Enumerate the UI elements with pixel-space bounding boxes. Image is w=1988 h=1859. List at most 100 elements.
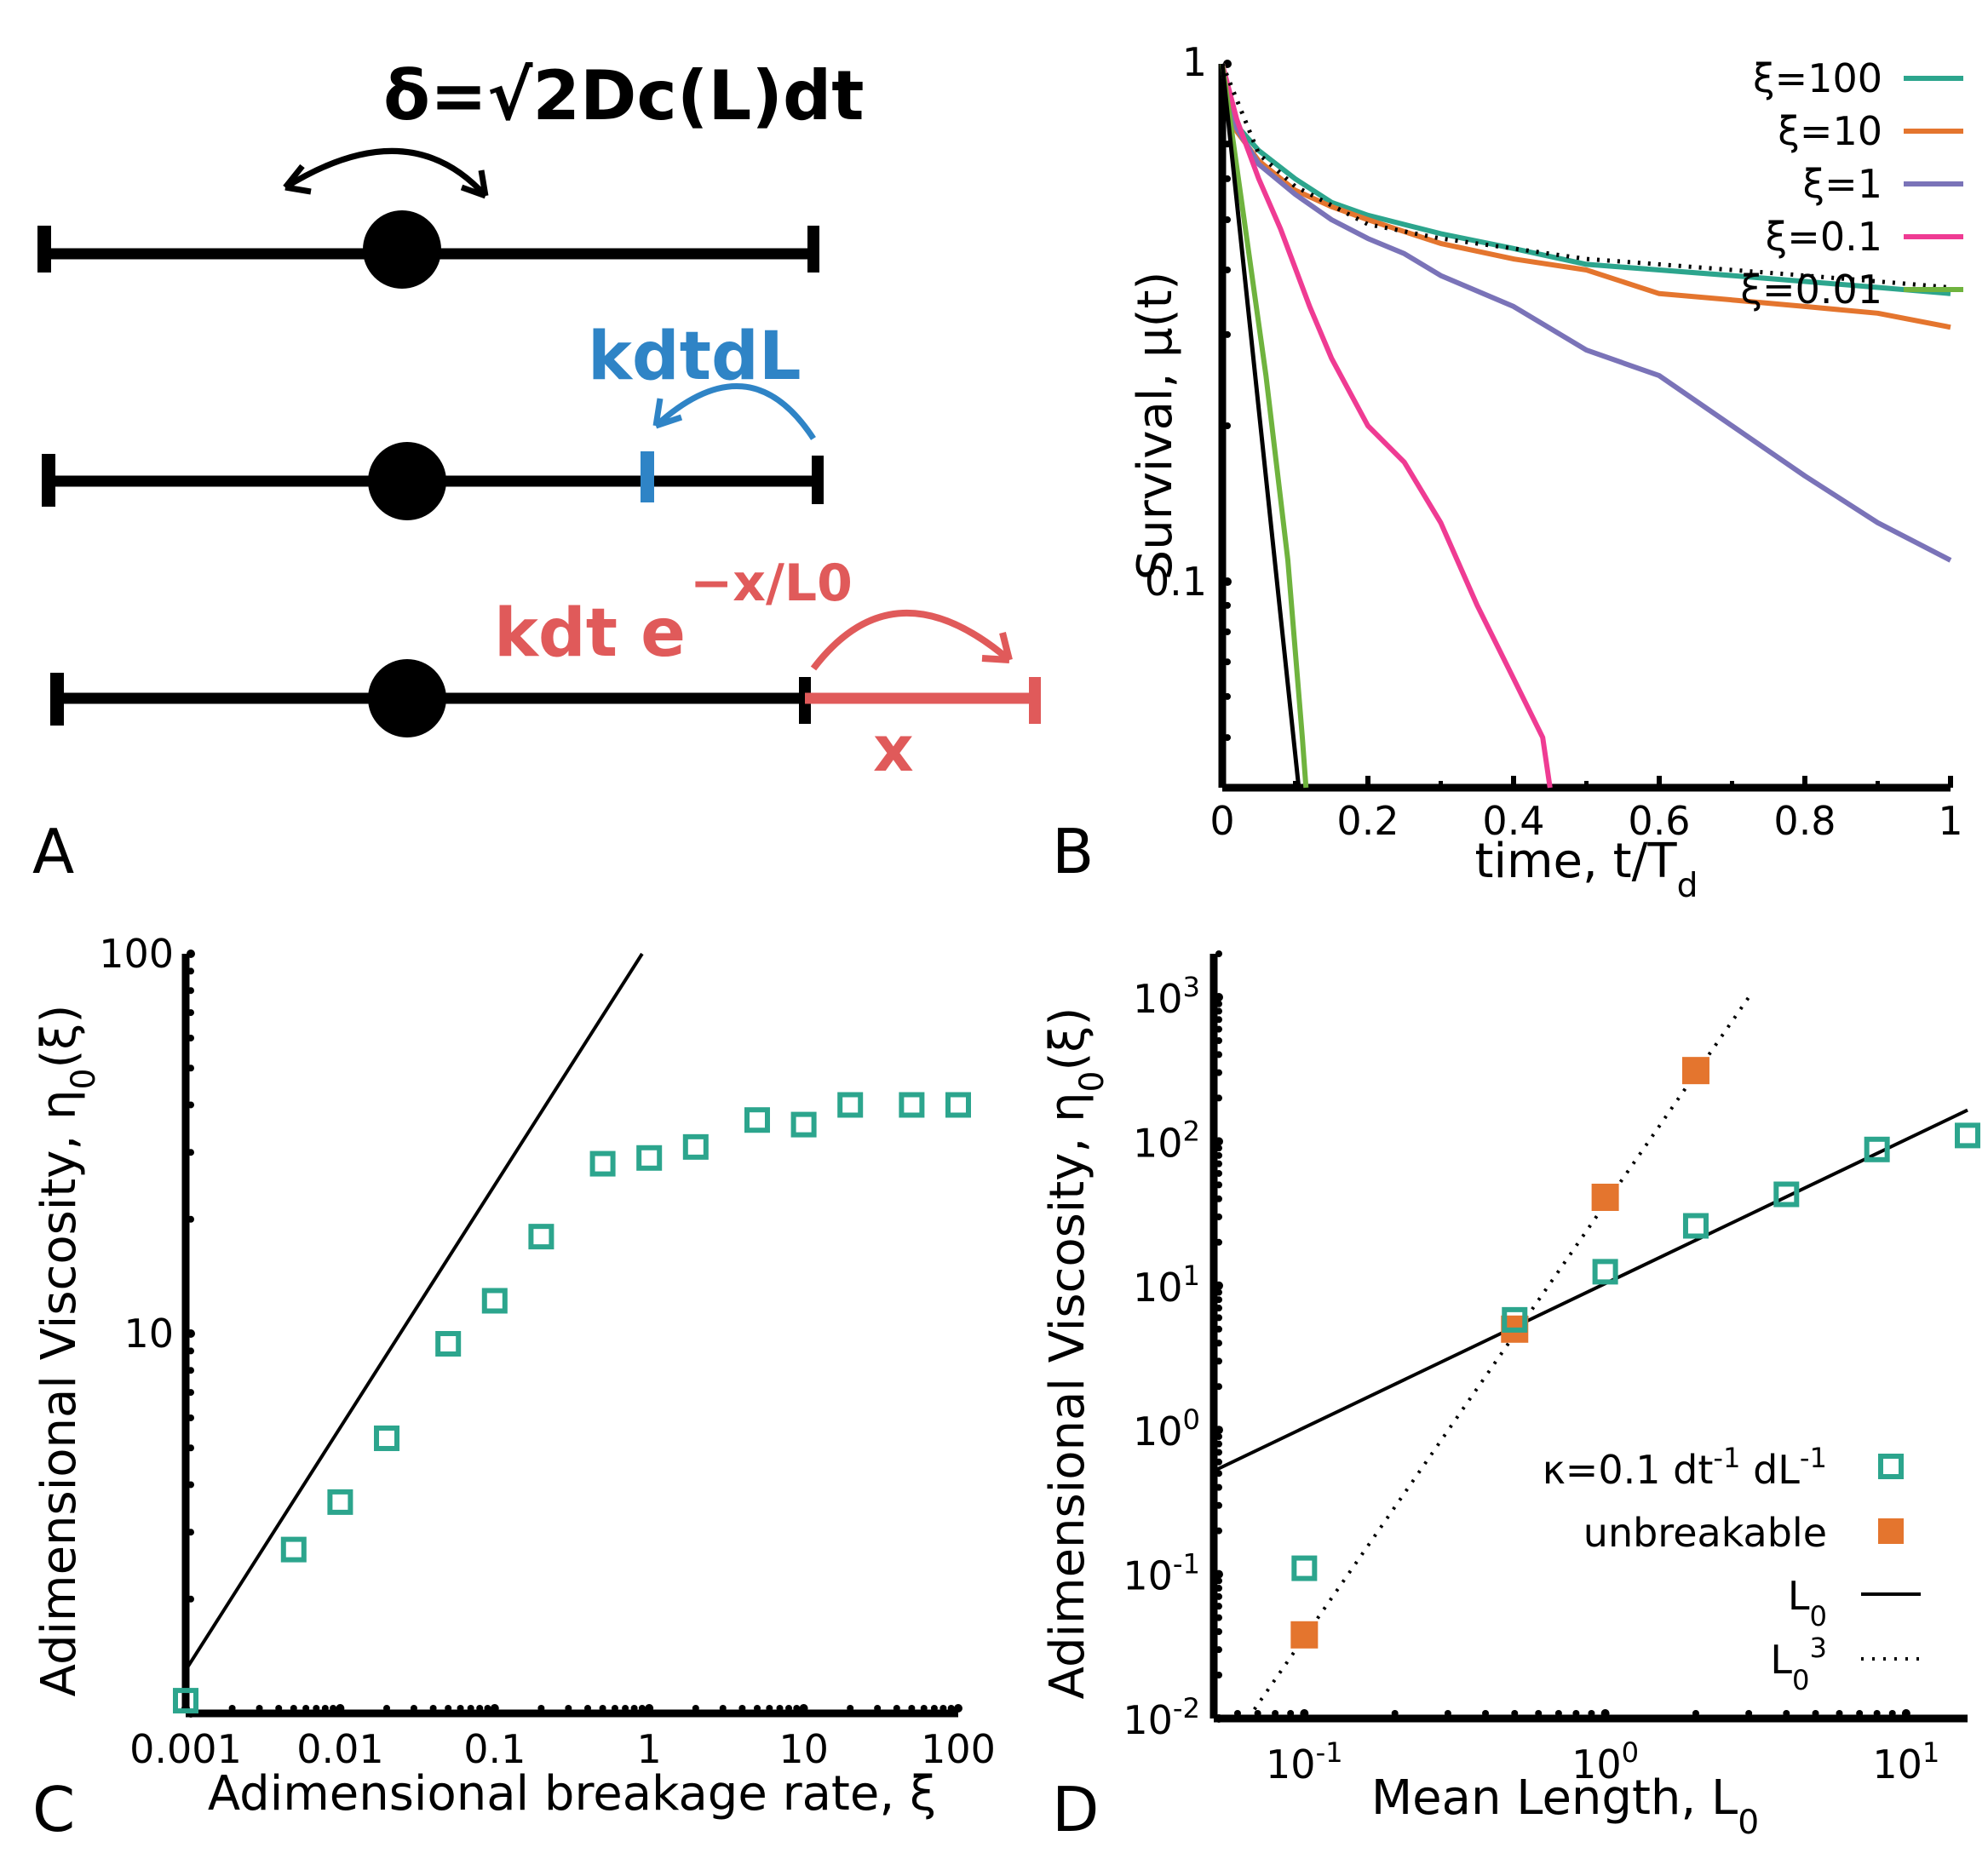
c-x-tick-label: 0.01 — [296, 1726, 383, 1772]
d-x-minor-tick — [1901, 1709, 1910, 1718]
d-x-tick-label: 101 — [1872, 1736, 1939, 1787]
c-data-point — [481, 1288, 508, 1314]
panel-b-chart: 0 0.2 0.4 0.6 0.8 1 1 0.1 ξ=100 ξ=10 ξ=1 ξ=0.1 ξ=0.0… — [1128, 39, 1963, 905]
d-y-minor-tick — [1215, 1036, 1222, 1044]
c-x-tick-label: 100 — [921, 1726, 996, 1772]
c-data-point — [528, 1224, 554, 1250]
d-data-point-breakable — [1682, 1213, 1709, 1239]
jump-arrowhead-icon — [981, 632, 1013, 663]
b-series-line-4 — [1220, 63, 1309, 789]
d-x-minor-tick — [1745, 1710, 1753, 1717]
c-data-point — [636, 1145, 663, 1171]
c-x-minor-tick — [321, 1705, 329, 1712]
b-series-line-2 — [1220, 63, 1952, 563]
d-data-point-breakable — [1864, 1136, 1890, 1162]
d-y-tick-label: 10-1 — [1123, 1548, 1200, 1599]
d-y-minor-tick — [1215, 1151, 1222, 1159]
d-x-minor-tick — [1836, 1710, 1843, 1717]
c-y-minor-tick — [187, 1215, 194, 1223]
b-y-minor-tick — [1224, 784, 1231, 791]
d-x-minor-tick — [1888, 1710, 1896, 1717]
c-x-tick-label: 0.1 — [463, 1726, 526, 1772]
d-y-minor-tick — [1215, 1051, 1222, 1059]
c-x-minor-tick — [766, 1705, 773, 1712]
c-y-axis-label: Adimensional Viscosity, η0(ξ) — [32, 1005, 103, 1697]
d-y-minor-tick — [1215, 1672, 1222, 1679]
d-x-minor-tick — [1572, 1710, 1580, 1717]
d-x-minor-tick — [1444, 1710, 1451, 1717]
c-x-minor-tick — [445, 1705, 452, 1712]
b-x-tick-label: 0.4 — [1482, 798, 1544, 844]
d-data-point-breakable — [1955, 1122, 1980, 1149]
d-y-minor-tick — [1215, 950, 1222, 957]
d-legend-label: unbreakable — [1583, 1510, 1827, 1556]
b-legend-label: ξ=0.01 — [1740, 267, 1882, 313]
c-data-point — [682, 1133, 709, 1160]
c-x-minor-tick — [611, 1705, 618, 1712]
d-reference-line-1 — [1246, 995, 1750, 1720]
shrink-arrowhead-icon — [652, 398, 683, 429]
d-y-minor-tick — [1215, 1603, 1222, 1610]
c-x-minor-tick — [776, 1705, 784, 1712]
b-y-minor-tick — [1224, 692, 1231, 700]
d-legend-label: κ=0.1 dt-1 dL-1 — [1543, 1442, 1827, 1493]
d-y-minor-tick — [1215, 1007, 1222, 1015]
b-x-axis-label: time, t/Td — [1474, 834, 1698, 905]
c-x-minor-tick — [584, 1705, 592, 1712]
b-y-minor-tick — [1224, 734, 1231, 742]
c-data-point — [589, 1150, 616, 1177]
d-y-minor-tick — [1215, 1314, 1222, 1322]
c-y-minor-tick — [187, 1149, 194, 1156]
c-x-minor-tick — [275, 1705, 283, 1712]
b-legend-label: ξ=1 — [1803, 161, 1882, 207]
d-y-tick-label: 103 — [1133, 971, 1200, 1022]
b-series-line-3 — [1220, 63, 1553, 789]
c-x-minor-tick — [256, 1705, 263, 1712]
c-y-minor-tick — [187, 1329, 195, 1338]
b-legend-label: ξ=0.1 — [1766, 214, 1882, 260]
c-x-minor-tick — [622, 1705, 629, 1712]
c-x-minor-tick — [692, 1705, 699, 1712]
c-x-minor-tick — [738, 1705, 746, 1712]
c-x-minor-tick — [457, 1705, 464, 1712]
d-y-minor-tick — [1215, 1296, 1222, 1304]
d-x-minor-tick — [1873, 1710, 1881, 1717]
c-x-minor-tick — [645, 1704, 654, 1713]
d-data-point-breakable — [1592, 1259, 1618, 1285]
d-data-point-breakable — [1502, 1306, 1528, 1333]
panel-label-d: D — [1052, 1774, 1099, 1845]
c-y-minor-tick — [187, 950, 195, 958]
d-y-minor-tick — [1215, 1714, 1223, 1723]
d-x-minor-tick — [1588, 1710, 1595, 1717]
d-y-minor-tick — [1215, 1470, 1222, 1477]
b-y-axis-label: Survival, μ(t) — [1128, 272, 1183, 581]
b-x-tick-label: 1 — [1938, 798, 1962, 844]
d-y-tick-label: 100 — [1133, 1403, 1200, 1454]
c-x-tick-label: 1 — [637, 1726, 662, 1772]
d-x-minor-tick — [1233, 1710, 1241, 1717]
c-x-minor-tick — [313, 1705, 320, 1712]
c-data-point — [744, 1107, 770, 1133]
d-y-axis-label: Adimensional Viscosity, η0(ξ) — [1040, 1007, 1112, 1700]
d-y-minor-tick — [1215, 1458, 1222, 1466]
c-y-minor-tick — [187, 1034, 194, 1041]
diffusion-formula: δ=√2Dc(L)dt — [383, 56, 864, 135]
d-data-point-breakable — [1291, 1555, 1318, 1581]
c-y-tick-label: 100 — [99, 931, 174, 977]
b-y-minor-tick — [1224, 628, 1231, 635]
d-x-minor-tick — [1254, 1710, 1261, 1717]
c-fit-line — [184, 952, 644, 1672]
c-data-point — [173, 1688, 198, 1714]
d-reference-line-0 — [1213, 1108, 1968, 1473]
d-x-tick-label: 10-1 — [1266, 1736, 1343, 1787]
shrink-arrow-icon — [653, 383, 816, 440]
c-x-minor-tick — [753, 1705, 761, 1712]
d-y-minor-tick — [1215, 1000, 1222, 1007]
c-x-minor-tick — [947, 1705, 955, 1712]
d-y-minor-tick — [1215, 1577, 1222, 1585]
d-y-minor-tick — [1215, 1288, 1222, 1296]
d-y-minor-tick — [1215, 1646, 1222, 1654]
c-y-minor-tick — [187, 1389, 194, 1397]
c-x-minor-tick — [930, 1705, 938, 1712]
